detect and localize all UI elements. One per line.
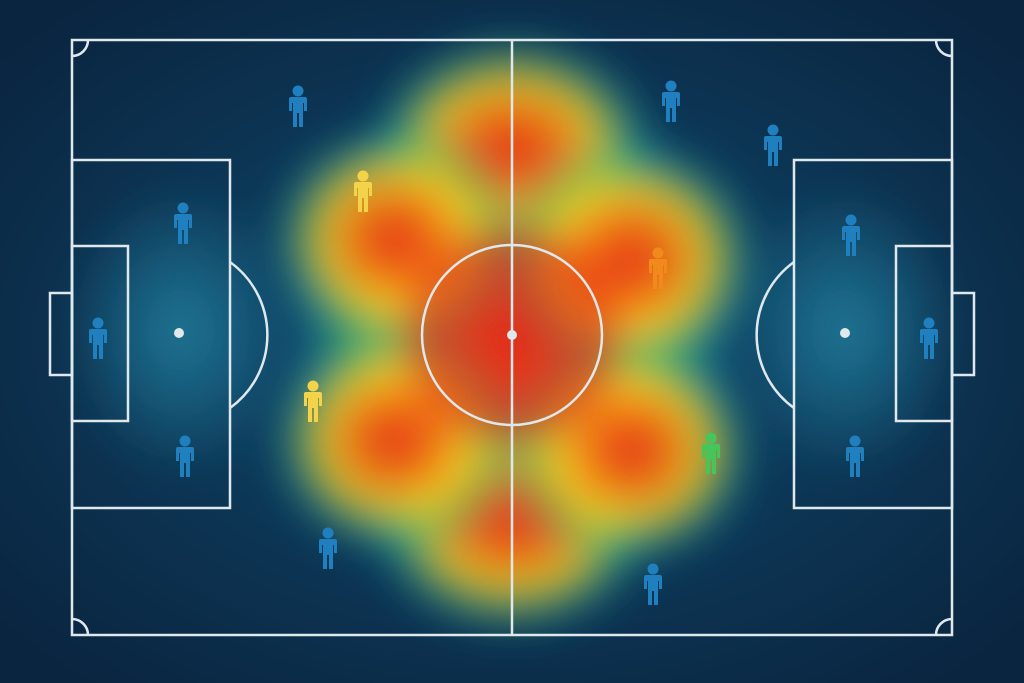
player-head [652, 247, 664, 259]
player-icon [354, 170, 372, 212]
player-head [292, 85, 304, 97]
player-body [354, 182, 372, 212]
player-body [662, 92, 680, 122]
player-body [89, 329, 107, 359]
penalty-arc-left [229, 260, 269, 410]
player-icon [920, 317, 938, 359]
player-icon [846, 435, 864, 477]
player-icon [174, 202, 192, 244]
player-icon [176, 435, 194, 477]
center-spot [507, 330, 517, 340]
player-icon [89, 317, 107, 359]
player-icon [289, 85, 307, 127]
player-head [357, 170, 369, 182]
player-icon [842, 214, 860, 256]
player-body [702, 444, 720, 474]
player-body [644, 575, 662, 605]
player-head [177, 202, 189, 214]
player-head [845, 214, 857, 226]
center-circle [420, 243, 604, 427]
player-body [319, 539, 337, 569]
player-head [92, 317, 104, 329]
player-body [846, 447, 864, 477]
player-head [647, 563, 659, 575]
player-body [174, 214, 192, 244]
players-layer [89, 80, 938, 605]
penalty-spot-right [840, 328, 850, 338]
player-icon [662, 80, 680, 122]
goal-right [950, 291, 976, 377]
player-head [705, 432, 717, 444]
player-icon [644, 563, 662, 605]
pitch-spots [174, 328, 850, 340]
player-body [176, 447, 194, 477]
player-head [307, 380, 319, 392]
penalty-spot-left [174, 328, 184, 338]
player-head [767, 124, 779, 136]
player-icon [319, 527, 337, 569]
corner-arc-top-right [934, 39, 953, 58]
player-body [842, 226, 860, 256]
player-head [665, 80, 677, 92]
player-body [304, 392, 322, 422]
player-icon [702, 432, 720, 474]
player-body [289, 97, 307, 127]
player-icon [304, 380, 322, 422]
corner-arc-bottom-left [71, 617, 90, 636]
corner-arc-bottom-right [934, 617, 953, 636]
player-icon [649, 247, 667, 289]
goal-left [48, 291, 74, 377]
heat-layer [60, 30, 965, 640]
player-head [923, 317, 935, 329]
player-head [849, 435, 861, 447]
player-head [179, 435, 191, 447]
player-body [764, 136, 782, 166]
penalty-arc-right [755, 260, 795, 410]
corner-arc-top-left [71, 39, 90, 58]
player-body [649, 259, 667, 289]
player-icon [764, 124, 782, 166]
player-body [920, 329, 938, 359]
player-head [322, 527, 334, 539]
